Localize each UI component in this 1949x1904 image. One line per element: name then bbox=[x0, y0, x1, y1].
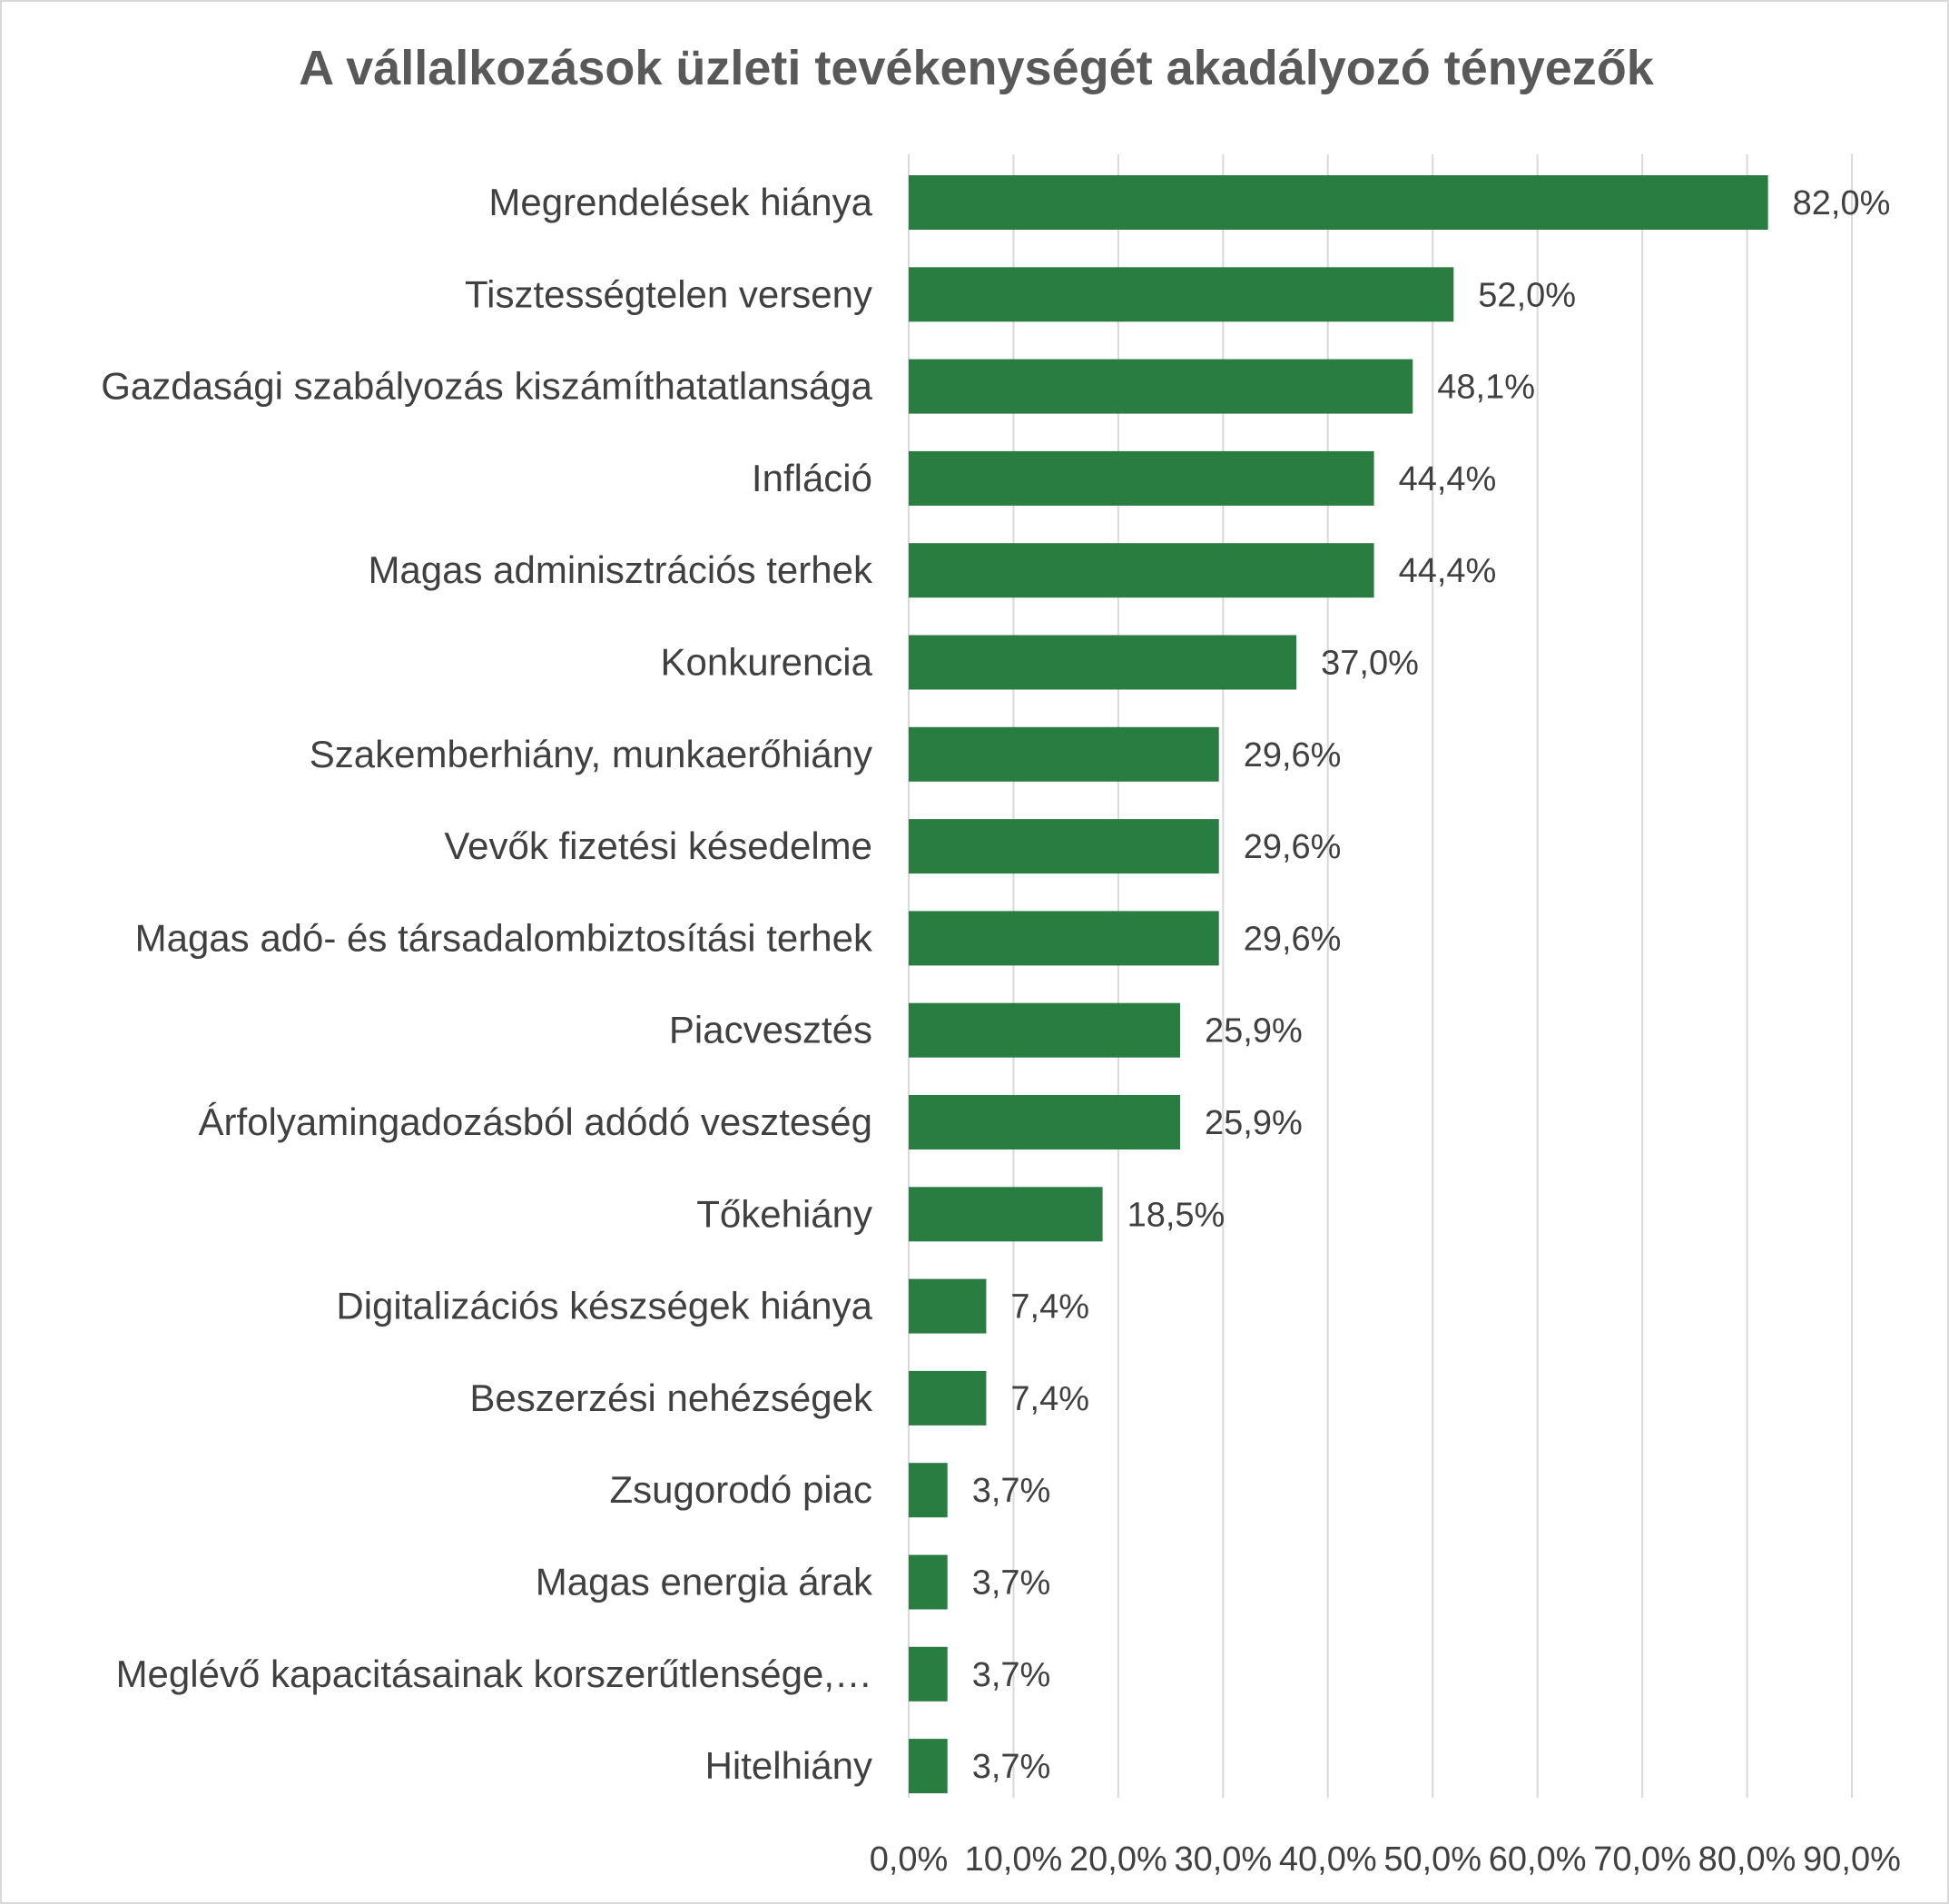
bar-16 bbox=[909, 1646, 948, 1702]
data-label-17: 3,7% bbox=[972, 1748, 1051, 1786]
bar-7 bbox=[909, 819, 1219, 874]
bar-6 bbox=[909, 726, 1219, 782]
data-label-16: 3,7% bbox=[972, 1656, 1051, 1694]
data-label-12: 7,4% bbox=[1010, 1288, 1089, 1327]
x-tick-label-2: 20,0% bbox=[1069, 1840, 1167, 1879]
category-label-4: Magas adminisztrációs terhek bbox=[368, 548, 873, 591]
bar-14 bbox=[909, 1463, 948, 1518]
data-label-7: 29,6% bbox=[1244, 828, 1342, 866]
data-label-5: 37,0% bbox=[1321, 645, 1419, 683]
x-tick-label-5: 50,0% bbox=[1383, 1840, 1481, 1879]
x-tick-label-7: 70,0% bbox=[1593, 1840, 1691, 1879]
data-label-2: 48,1% bbox=[1437, 369, 1535, 407]
x-tick-label-1: 10,0% bbox=[965, 1840, 1063, 1879]
category-label-16: Meglévő kapacitásainak korszerűtlensége,… bbox=[116, 1652, 872, 1695]
data-label-6: 29,6% bbox=[1244, 736, 1342, 774]
category-label-10: Árfolyamingadozásból adódó veszteség bbox=[199, 1100, 872, 1143]
bar-2 bbox=[909, 359, 1413, 414]
category-label-3: Infláció bbox=[752, 457, 872, 499]
bar-5 bbox=[909, 635, 1297, 690]
category-label-15: Magas energia árak bbox=[536, 1561, 873, 1603]
data-label-3: 44,4% bbox=[1399, 460, 1497, 498]
chart-title: A vállalkozások üzleti tevékenységét aka… bbox=[299, 41, 1654, 95]
bar-0 bbox=[909, 175, 1768, 230]
bar-11 bbox=[909, 1187, 1103, 1242]
category-label-17: Hitelhiány bbox=[705, 1744, 872, 1787]
x-tick-label-6: 60,0% bbox=[1489, 1840, 1587, 1879]
category-label-7: Vevők fizetési késedelme bbox=[444, 824, 872, 867]
category-label-0: Megrendelések hiánya bbox=[488, 181, 872, 223]
category-label-9: Piacvesztés bbox=[669, 1009, 872, 1051]
x-tick-label-4: 40,0% bbox=[1279, 1840, 1377, 1879]
data-label-4: 44,4% bbox=[1399, 552, 1497, 590]
x-tick-label-9: 90,0% bbox=[1803, 1840, 1901, 1879]
category-label-1: Tisztességtelen verseny bbox=[465, 272, 872, 315]
data-label-11: 18,5% bbox=[1127, 1196, 1226, 1234]
data-label-0: 82,0% bbox=[1793, 184, 1891, 222]
category-label-13: Beszerzési nehézségek bbox=[469, 1376, 873, 1419]
bar-13 bbox=[909, 1370, 987, 1426]
data-label-1: 52,0% bbox=[1478, 276, 1576, 314]
data-label-14: 3,7% bbox=[972, 1472, 1051, 1510]
bar-8 bbox=[909, 911, 1219, 966]
category-label-12: Digitalizációs készségek hiánya bbox=[336, 1285, 872, 1327]
data-label-8: 29,6% bbox=[1244, 920, 1342, 958]
data-label-13: 7,4% bbox=[1010, 1380, 1089, 1418]
category-label-8: Magas adó- és társadalombiztosítási terh… bbox=[135, 916, 873, 959]
bar-17 bbox=[909, 1739, 948, 1794]
category-label-6: Szakemberhiány, munkaerőhiány bbox=[310, 733, 872, 775]
data-label-9: 25,9% bbox=[1205, 1012, 1303, 1051]
category-label-2: Gazdasági szabályozás kiszámíthatatlansá… bbox=[101, 365, 872, 408]
bar-15 bbox=[909, 1554, 948, 1610]
bar-12 bbox=[909, 1278, 987, 1334]
bar-4 bbox=[909, 543, 1374, 598]
bar-1 bbox=[909, 267, 1454, 322]
bar-3 bbox=[909, 450, 1374, 506]
data-label-10: 25,9% bbox=[1205, 1104, 1303, 1142]
bar-9 bbox=[909, 1002, 1181, 1058]
bar-10 bbox=[909, 1095, 1181, 1149]
category-label-14: Zsugorodó piac bbox=[609, 1468, 872, 1511]
data-label-15: 3,7% bbox=[972, 1564, 1051, 1603]
category-label-5: Konkurencia bbox=[661, 641, 873, 684]
x-tick-label-3: 30,0% bbox=[1174, 1840, 1272, 1879]
x-tick-label-0: 0,0% bbox=[870, 1840, 949, 1879]
x-tick-label-8: 80,0% bbox=[1698, 1840, 1796, 1879]
category-label-11: Tőkehiány bbox=[696, 1192, 872, 1235]
